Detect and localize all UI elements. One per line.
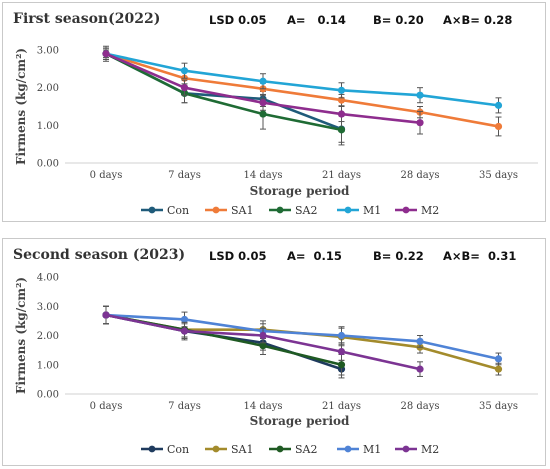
lsd-a-value: A= 0.14 — [287, 13, 346, 27]
y-tick-label: 0.00 — [37, 159, 59, 170]
lsd-ab-value: A×B= 0.28 — [443, 13, 513, 27]
x-tick-label: 28 days — [400, 401, 439, 412]
data-point-m2 — [180, 84, 189, 92]
data-point-m1 — [494, 101, 503, 109]
legend-marker-m1 — [344, 445, 352, 453]
x-tick-label: 14 days — [243, 170, 282, 181]
y-axis-title: Firmens (kg/cm²) — [14, 48, 28, 165]
data-point-m2 — [259, 331, 267, 340]
y-tick-label: 3.00 — [37, 302, 59, 313]
legend-marker-m2 — [402, 206, 410, 214]
line-chart-second-season: 0.00 1.00 2.00 3.00 4.00 0 days 7 days 14 days 2… — [14, 273, 538, 456]
x-tick-label: 21 days — [322, 401, 361, 412]
chart-title: First season(2022) — [13, 11, 161, 27]
x-tick-label: 7 days — [168, 170, 201, 181]
series-line-m1 — [104, 52, 500, 107]
y-tick-label: 0.00 — [37, 390, 59, 401]
chart-title: Second season (2023) — [13, 247, 186, 263]
data-point-sa2 — [337, 361, 346, 369]
legend-label-sa2: SA2 — [295, 204, 317, 217]
x-axis-title: Storage period — [250, 184, 350, 198]
data-point-m1 — [416, 337, 424, 345]
series-line-sa1 — [104, 313, 500, 371]
data-point-sa2 — [259, 110, 267, 118]
x-axis-title: Storage period — [250, 414, 350, 428]
legend-label-sa2: SA2 — [295, 443, 317, 456]
data-point-m1 — [180, 315, 189, 324]
legend-label-sa1: SA1 — [231, 443, 253, 456]
y-tick-label: 2.00 — [37, 83, 59, 94]
legend-label-m2: M2 — [421, 443, 439, 456]
data-point-m2 — [259, 99, 267, 107]
legend-marker-sa1 — [212, 445, 220, 453]
lsd-ab-value: A×B= 0.31 — [443, 249, 517, 263]
legend-marker-sa2 — [276, 206, 284, 214]
x-tick-label: 28 days — [400, 170, 439, 181]
y-axis-title: Firmens (kg/cm²) — [14, 277, 28, 394]
lsd-label: LSD 0.05 — [209, 249, 267, 263]
data-point-sa2 — [259, 342, 267, 350]
lsd-label: LSD 0.05 — [209, 13, 267, 27]
x-tick-label: 35 days — [479, 170, 518, 181]
data-point-m1 — [259, 77, 267, 85]
data-point-m1 — [337, 331, 346, 340]
chart-panel-second-season: Second season (2023) LSD 0.05 A= 0.15 B=… — [2, 238, 546, 466]
x-tick-label: 14 days — [243, 401, 282, 412]
data-point-sa1 — [494, 365, 503, 373]
x-tick-label: 21 days — [322, 170, 361, 181]
x-tick-label: 7 days — [168, 401, 201, 412]
x-tick-label: 35 days — [479, 401, 518, 412]
legend-label-sa1: SA1 — [231, 204, 253, 217]
y-tick-label: 2.00 — [37, 331, 59, 342]
data-point-m1 — [180, 67, 189, 75]
lsd-b-value: B= 0.20 — [373, 13, 424, 27]
legend-label-m1: M1 — [363, 443, 381, 456]
legend-marker-sa2 — [276, 445, 284, 453]
legend-label-m2: M2 — [421, 204, 439, 217]
x-tick-label: 0 days — [90, 170, 123, 181]
data-point-m2 — [337, 110, 346, 118]
data-point-m2 — [416, 365, 424, 373]
data-point-m1 — [337, 86, 346, 94]
data-point-m2 — [102, 50, 110, 58]
data-point-m2 — [102, 311, 110, 319]
y-tick-label: 4.00 — [37, 273, 59, 284]
legend-label-con: Con — [167, 443, 189, 456]
legend-label-m1: M1 — [363, 204, 381, 217]
series-line-m1 — [104, 313, 500, 361]
data-point-sa2 — [337, 126, 346, 134]
data-point-m2 — [337, 347, 346, 356]
data-point-m1 — [494, 355, 503, 363]
data-point-m2 — [416, 119, 424, 127]
y-tick-label: 3.00 — [37, 46, 59, 57]
series-line-sa1 — [104, 52, 500, 128]
lsd-a-value: A= 0.15 — [287, 249, 342, 263]
legend-marker-sa1 — [212, 206, 220, 214]
data-point-sa1 — [494, 122, 503, 131]
line-chart-first-season: 0.00 1.00 2.00 3.00 0 days 7 days 14 days 21 da… — [14, 46, 538, 217]
legend-marker-m2 — [402, 445, 410, 453]
y-tick-label: 1.00 — [37, 121, 59, 132]
lsd-b-value: B= 0.22 — [373, 249, 424, 263]
series-line-sa2 — [104, 52, 343, 132]
y-tick-label: 1.00 — [37, 360, 59, 371]
data-point-m1 — [416, 91, 424, 99]
legend-marker-con — [148, 206, 156, 214]
x-tick-label: 0 days — [90, 401, 123, 412]
data-point-m2 — [180, 327, 189, 335]
legend-marker-m1 — [344, 206, 352, 214]
chart-panel-first-season: First season(2022) LSD 0.05 A= 0.14 B= 0… — [2, 2, 546, 222]
legend-label-con: Con — [167, 204, 189, 217]
legend-marker-con — [148, 445, 156, 453]
